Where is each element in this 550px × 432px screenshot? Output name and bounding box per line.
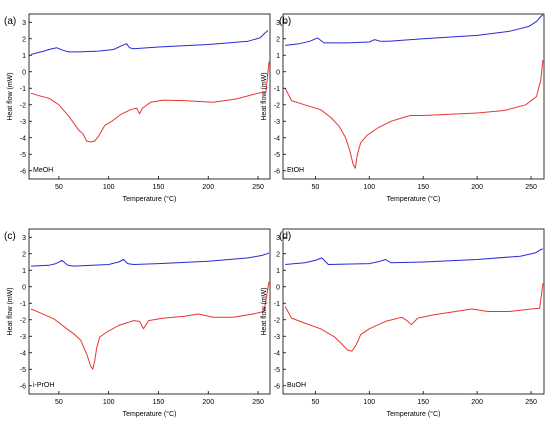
y-tick-label: -2 xyxy=(274,102,280,109)
x-axis-label: Temperature (°C) xyxy=(387,195,441,203)
y-tick-label: -5 xyxy=(20,367,26,374)
plot-frame xyxy=(28,228,271,395)
x-tick-label: 100 xyxy=(363,399,375,406)
y-tick-label: -6 xyxy=(274,168,280,175)
y-tick-label: -2 xyxy=(20,317,26,324)
y-tick-label: 0 xyxy=(276,284,280,291)
y-tick-label: -4 xyxy=(274,135,280,142)
y-tick-label: -1 xyxy=(20,86,26,93)
x-tick-label: 150 xyxy=(153,399,165,406)
y-tick-label: -6 xyxy=(20,168,26,175)
y-tick-label: 2 xyxy=(276,251,280,258)
x-tick-label: 200 xyxy=(471,399,483,406)
series-line-blue xyxy=(30,30,269,55)
y-tick-label: 0 xyxy=(22,69,26,76)
x-tick-label: 100 xyxy=(103,399,115,406)
x-tick-label: 150 xyxy=(417,184,429,191)
panel-label: (b) xyxy=(279,16,291,27)
y-tick-label: -2 xyxy=(274,317,280,324)
y-tick-label: 1 xyxy=(276,268,280,275)
y-tick-label: -1 xyxy=(274,86,280,93)
plot-frame xyxy=(282,228,545,395)
y-tick-label: 3 xyxy=(276,235,280,242)
y-tick-label: -5 xyxy=(20,152,26,159)
x-axis-label: Temperature (°C) xyxy=(123,195,177,203)
x-axis-label: Temperature (°C) xyxy=(387,410,441,418)
y-tick-label: -1 xyxy=(274,301,280,308)
plot-frame xyxy=(28,13,271,180)
x-tick-label: 50 xyxy=(311,184,319,191)
y-axis-label: Heat flow (mW) xyxy=(261,72,268,120)
x-tick-label: 250 xyxy=(252,184,264,191)
x-tick-label: 100 xyxy=(363,184,375,191)
series-line-red xyxy=(30,281,270,370)
y-axis-label: Heat flow (mW) xyxy=(261,287,268,335)
y-tick-label: -3 xyxy=(274,334,280,341)
x-tick-label: 50 xyxy=(55,399,63,406)
chart-panel-1: 50 100 150 200 250 -6 -5 -4 -3 -2 -1 0 1 2 3 (a) MeOH Tem… xyxy=(4,13,271,203)
y-tick-label: -3 xyxy=(20,334,26,341)
series-line-blue xyxy=(30,252,270,267)
y-tick-label: -5 xyxy=(274,152,280,159)
solvent-annotation: EtOH xyxy=(287,167,304,174)
y-tick-label: -1 xyxy=(20,301,26,308)
y-tick-label: 1 xyxy=(276,53,280,60)
x-tick-label: 150 xyxy=(153,184,165,191)
x-tick-label: 50 xyxy=(55,184,63,191)
y-tick-label: -2 xyxy=(20,102,26,109)
panel-label: (c) xyxy=(4,231,16,242)
series-line-red xyxy=(284,283,544,352)
x-tick-label: 200 xyxy=(471,184,483,191)
y-tick-label: 1 xyxy=(22,53,26,60)
x-tick-label: 250 xyxy=(525,399,537,406)
series-line-blue xyxy=(285,14,544,46)
y-tick-label: -4 xyxy=(20,350,26,357)
y-tick-label: -3 xyxy=(274,119,280,126)
solvent-annotation: i-PrOH xyxy=(33,382,54,389)
y-tick-label: 3 xyxy=(22,20,26,27)
y-tick-label: -3 xyxy=(20,119,26,126)
y-tick-label: -4 xyxy=(20,135,26,142)
series-line-red xyxy=(284,60,544,169)
y-axis-label: Heat flow (mW) xyxy=(7,287,14,335)
x-tick-label: 100 xyxy=(103,184,115,191)
solvent-annotation: BuOH xyxy=(287,382,306,389)
y-tick-label: 3 xyxy=(22,235,26,242)
x-tick-label: 200 xyxy=(202,399,214,406)
y-tick-label: -6 xyxy=(274,383,280,390)
y-tick-label: -5 xyxy=(274,367,280,374)
series-line-blue xyxy=(285,248,544,265)
x-tick-label: 150 xyxy=(417,399,429,406)
x-axis-label: Temperature (°C) xyxy=(123,410,177,418)
x-tick-label: 50 xyxy=(311,399,319,406)
x-tick-label: 250 xyxy=(252,399,264,406)
y-tick-label: -6 xyxy=(20,383,26,390)
plot-frame xyxy=(282,13,545,180)
y-tick-label: 2 xyxy=(22,251,26,258)
solvent-annotation: MeOH xyxy=(33,167,53,174)
y-tick-label: 2 xyxy=(276,36,280,43)
y-tick-label: 1 xyxy=(22,268,26,275)
panel-label: (d) xyxy=(279,231,291,242)
y-tick-label: 0 xyxy=(276,69,280,76)
series-line-red xyxy=(30,61,270,143)
y-tick-label: 2 xyxy=(22,36,26,43)
x-tick-label: 250 xyxy=(525,184,537,191)
y-tick-label: 3 xyxy=(276,20,280,27)
x-tick-label: 200 xyxy=(202,184,214,191)
y-axis-label: Heat flow (mW) xyxy=(7,72,14,120)
chart-panel-3: 50 100 150 200 250 -6 -5 -4 -3 -2 -1 0 1 2 3 (c) i-PrOH T… xyxy=(4,228,271,418)
y-tick-label: 0 xyxy=(22,284,26,291)
y-tick-label: -4 xyxy=(274,350,280,357)
panel-label: (a) xyxy=(4,16,16,27)
chart-panel-2: 50 100 150 200 250 -6 -5 -4 -3 -2 -1 0 1 2 3 (b) EtOH Tem… xyxy=(261,13,545,203)
chart-panel-4: 50 100 150 200 250 -6 -5 -4 -3 -2 -1 0 1 2 3 (d) BuOH Tem… xyxy=(261,228,545,418)
